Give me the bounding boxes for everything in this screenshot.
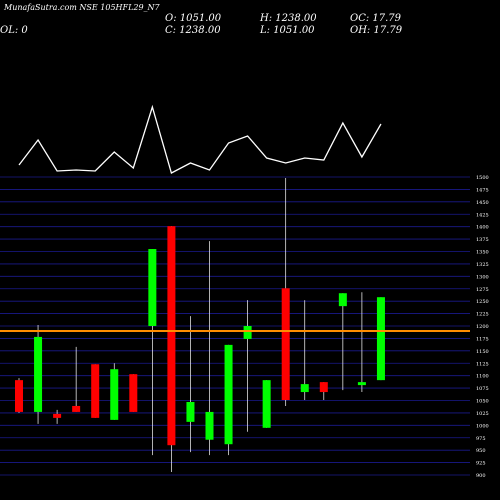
candle-body	[357, 382, 366, 386]
y-tick-label: 1225	[476, 312, 489, 318]
volume-line	[18, 104, 382, 174]
y-tick-label: 1200	[476, 324, 489, 330]
candle-body	[72, 405, 81, 412]
y-tick-label: 1250	[476, 299, 489, 305]
info-label: OH: 17.79	[350, 25, 403, 36]
candle-body	[129, 374, 138, 412]
y-tick-label: 1400	[476, 225, 489, 231]
y-tick-label: 1100	[476, 374, 489, 380]
y-tick-label: 1500	[476, 175, 489, 181]
y-tick-label: 1275	[476, 287, 489, 293]
candle-body	[110, 369, 119, 420]
info-label: OL: 0	[0, 25, 28, 36]
y-tick-label: 1475	[476, 187, 489, 193]
chart-title: MunafaSutra.com NSE 105HFL29_N7	[3, 3, 161, 12]
y-tick-label: 1425	[476, 212, 489, 218]
y-tick-label: 1000	[476, 423, 489, 429]
candle-body	[205, 411, 214, 440]
y-tick-label: 900	[476, 473, 486, 479]
candle-body	[376, 297, 385, 381]
candle-body	[243, 326, 252, 339]
candle-body	[262, 380, 271, 428]
info-label: O: 1051.00	[165, 13, 222, 24]
candle-body	[148, 249, 157, 326]
y-tick-label: 1375	[476, 237, 489, 243]
info-label: H: 1238.00	[259, 13, 317, 24]
candle-body	[186, 401, 195, 422]
y-tick-label: 1025	[476, 411, 489, 417]
y-tick-label: 1325	[476, 262, 489, 268]
y-tick-label: 950	[476, 448, 486, 454]
candle-body	[34, 336, 43, 412]
y-tick-label: 975	[476, 436, 486, 442]
candle-body	[338, 293, 347, 307]
y-tick-label: 1350	[476, 250, 489, 256]
y-tick-label: 1175	[476, 336, 489, 342]
y-tick-label: 1075	[476, 386, 489, 392]
info-label: OC: 17.79	[350, 13, 402, 24]
candle-body	[300, 384, 309, 393]
candle-body	[53, 413, 62, 418]
y-tick-label: 1450	[476, 200, 489, 206]
candle-body	[15, 380, 23, 412]
candle-body	[319, 382, 328, 393]
y-tick-label: 925	[476, 461, 486, 467]
info-label: C: 1238.00	[165, 25, 221, 36]
y-tick-label: 1300	[476, 274, 489, 280]
y-tick-label: 1050	[476, 399, 489, 405]
candle-body	[281, 288, 290, 401]
y-tick-label: 1125	[476, 361, 489, 367]
y-tick-label: 1150	[476, 349, 489, 355]
candle-body	[91, 364, 100, 418]
candle-body	[224, 344, 233, 445]
info-label: L: 1051.00	[259, 25, 315, 36]
candle-body	[167, 226, 176, 446]
